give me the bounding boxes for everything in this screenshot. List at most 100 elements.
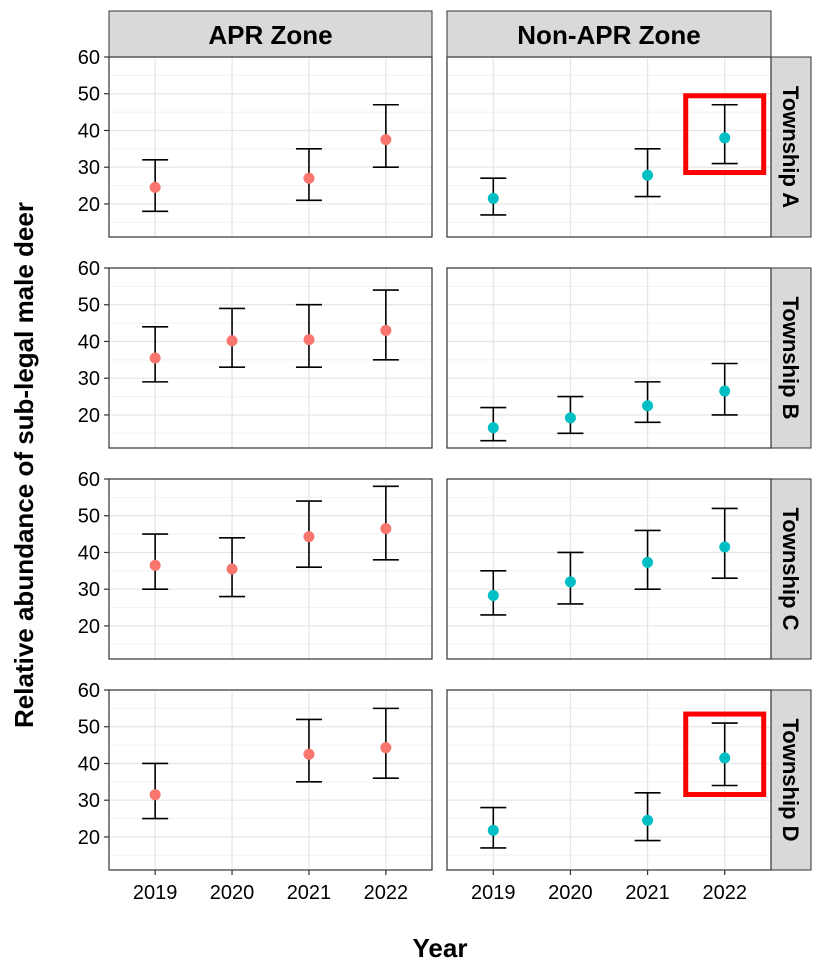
y-tick-label: 40 (78, 753, 100, 775)
highlight-box (683, 711, 767, 798)
strip-township-d: Township D (770, 689, 812, 871)
y-tick-label: 40 (78, 120, 100, 142)
strip-township-a: Township A (770, 56, 812, 238)
x-tick-label: 2021 (625, 882, 670, 904)
panel-township-c-apr-zone: 20 30 40 50 60 (78, 469, 433, 660)
x-tick-label: 2021 (287, 882, 332, 904)
data-point-2019 (149, 352, 161, 364)
panel-border (108, 267, 433, 449)
data-point-2022 (380, 742, 392, 754)
panel-border (446, 56, 772, 238)
panel-background (447, 690, 771, 870)
panel-border (108, 689, 433, 871)
data-point-2020 (226, 563, 238, 575)
data-point-2021 (642, 400, 654, 412)
data-point-2022 (380, 134, 392, 146)
strip-label: Township C (778, 507, 803, 630)
y-tick-label: 60 (78, 469, 100, 491)
y-tick-label: 50 (78, 84, 100, 106)
panels-layer: APR Zone Non-APR Zone Township A Township B… (78, 10, 812, 904)
panel-background (447, 57, 771, 237)
data-point-2022 (380, 324, 392, 336)
data-point-2019 (149, 181, 161, 193)
y-tick-label: 60 (78, 47, 100, 69)
strip-apr-zone: APR Zone (108, 10, 433, 58)
y-tick-label: 20 (78, 405, 100, 427)
panel-background (109, 690, 432, 870)
panel-township-a-apr-zone: 20 30 40 50 60 (78, 47, 433, 238)
panel-background (109, 57, 432, 237)
data-point-2021 (642, 814, 654, 826)
panel-border (446, 478, 772, 660)
data-point-2019 (487, 422, 499, 434)
data-point-2022 (719, 752, 731, 764)
y-tick-label: 20 (78, 616, 100, 638)
strip-background (108, 10, 433, 58)
panel-border (108, 56, 433, 238)
panel-border (446, 689, 772, 871)
data-point-2022 (380, 523, 392, 535)
data-point-2019 (487, 192, 499, 204)
y-tick-label: 40 (78, 331, 100, 353)
panel-township-d-apr-zone: 20 30 40 50 60 2019 2020 2021 2022 (78, 680, 433, 904)
error-bar-2022 (372, 289, 399, 361)
panel-background (109, 268, 432, 448)
data-point-2022 (719, 541, 731, 553)
data-point-2019 (149, 789, 161, 801)
data-point-2022 (719, 385, 731, 397)
y-tick-label: 30 (78, 157, 100, 179)
data-point-2019 (487, 589, 499, 601)
x-axis-label: Year (413, 933, 468, 963)
highlight-box (683, 93, 767, 176)
data-point-2021 (303, 334, 315, 346)
strip-label: Township D (778, 718, 803, 841)
y-tick-label: 30 (78, 579, 100, 601)
x-tick-label: 2020 (210, 882, 255, 904)
strip-label: Township B (778, 296, 803, 419)
data-point-2020 (226, 335, 238, 347)
panel-border (446, 267, 772, 449)
y-tick-label: 60 (78, 680, 100, 702)
y-tick-label: 20 (78, 194, 100, 216)
x-tick-label: 2022 (364, 882, 409, 904)
panel-border (108, 478, 433, 660)
data-point-2021 (642, 556, 654, 568)
strip-label: Non-APR Zone (517, 20, 700, 50)
x-tick-label: 2020 (548, 882, 593, 904)
panel-township-b-non-apr-zone (446, 267, 772, 449)
panel-township-d-non-apr-zone: 2019 2020 2021 2022 (446, 689, 772, 904)
data-point-2019 (487, 824, 499, 836)
strip-township-b: Township B (770, 267, 812, 449)
strip-township-c: Township C (770, 478, 812, 660)
data-point-2022 (719, 132, 731, 144)
panel-township-a-non-apr-zone (446, 56, 772, 238)
error-bar-2022 (372, 485, 399, 561)
panel-township-b-apr-zone: 20 30 40 50 60 (78, 258, 433, 449)
y-tick-label: 20 (78, 827, 100, 849)
panel-township-c-non-apr-zone (446, 478, 772, 660)
y-tick-label: 50 (78, 295, 100, 317)
y-tick-label: 50 (78, 506, 100, 528)
y-tick-label: 50 (78, 717, 100, 739)
panel-background (109, 479, 432, 659)
strip-background (770, 478, 812, 660)
strip-label: Township A (778, 86, 803, 208)
data-point-2021 (642, 169, 654, 181)
data-point-2019 (149, 559, 161, 571)
y-tick-label: 40 (78, 542, 100, 564)
strip-label: APR Zone (208, 20, 332, 50)
y-axis-label: Relative abundance of sub-legal male dee… (9, 202, 39, 728)
y-tick-label: 30 (78, 790, 100, 812)
strip-background (770, 267, 812, 449)
strip-non-apr-zone: Non-APR Zone (446, 10, 772, 58)
y-tick-label: 60 (78, 258, 100, 280)
x-tick-label: 2019 (133, 882, 178, 904)
panel-background (447, 268, 771, 448)
data-point-2021 (303, 531, 315, 543)
data-point-2021 (303, 172, 315, 184)
y-tick-label: 30 (78, 368, 100, 390)
strip-background (446, 10, 772, 58)
data-point-2020 (564, 576, 576, 588)
data-point-2021 (303, 748, 315, 760)
